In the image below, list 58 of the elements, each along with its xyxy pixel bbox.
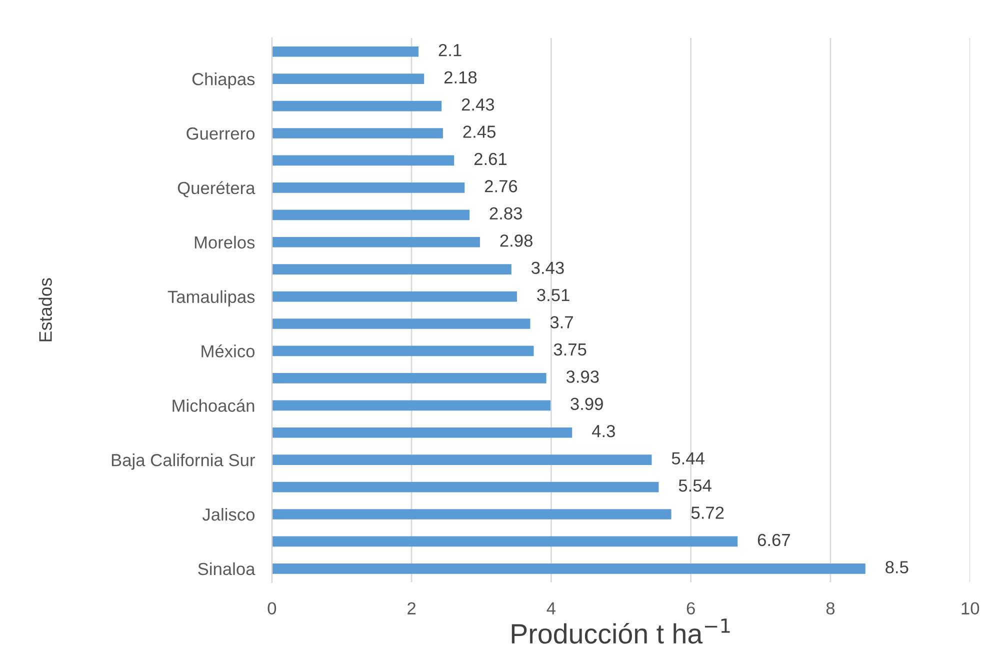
- y-tick-label: Morelos: [194, 236, 255, 249]
- bar: [272, 182, 465, 193]
- bar: [272, 564, 866, 574]
- bar: [272, 210, 470, 220]
- data-label: 5.44: [672, 452, 704, 464]
- data-label: 2.76: [484, 180, 518, 192]
- x-tick-label: 0: [268, 602, 276, 614]
- x-tick-label: 10: [962, 602, 980, 614]
- bar: [272, 536, 738, 547]
- bar: [272, 373, 546, 384]
- bar: [272, 128, 443, 138]
- data-label: 2.61: [474, 152, 507, 166]
- x-tick-label: 6: [686, 602, 695, 614]
- y-tick-label: Querétera: [178, 181, 256, 198]
- data-label: 3.93: [566, 370, 599, 383]
- y-axis-title: Estados: [38, 278, 52, 342]
- data-label: 3.7: [550, 316, 573, 328]
- y-tick-label: México: [202, 344, 255, 358]
- bar: [272, 509, 672, 520]
- data-label: 3.99: [570, 398, 603, 410]
- bar: [272, 454, 652, 465]
- x-tick-label: 4: [546, 602, 556, 614]
- bar: [272, 427, 572, 438]
- y-tick-label: Baja California Sur: [112, 454, 255, 470]
- data-label: 2.43: [462, 98, 494, 111]
- bar: [272, 346, 534, 356]
- data-label: 2.45: [463, 126, 496, 138]
- y-tick-label: Sinaloa: [198, 562, 256, 576]
- data-label: 5.72: [691, 506, 724, 519]
- y-tick-label: Tamaulipas: [168, 290, 255, 306]
- y-tick-label: Jalisco: [202, 508, 255, 521]
- data-label: 2.18: [444, 71, 477, 84]
- bar: [272, 291, 517, 302]
- data-label: 3.75: [554, 343, 586, 356]
- data-label: 2.1: [438, 44, 462, 56]
- x-tick-label: 2: [408, 602, 416, 614]
- data-label: 3.43: [531, 262, 564, 274]
- bar: [272, 74, 424, 84]
- bar: [272, 318, 530, 329]
- y-tick-label: Chiapas: [192, 72, 255, 89]
- bar: [272, 400, 550, 411]
- x-tick-label: 8: [826, 602, 835, 614]
- data-label: 3.51: [537, 288, 570, 302]
- bar: [272, 236, 480, 248]
- data-label: 2.98: [500, 234, 532, 247]
- data-label: 8.5: [886, 561, 908, 574]
- bar: [272, 482, 659, 492]
- x-axis-title: Producción t ha$^{−1}$: [512, 618, 730, 644]
- data-label: 2.83: [490, 207, 522, 220]
- data-label: 6.67: [758, 534, 790, 546]
- data-label: 5.54: [678, 480, 712, 492]
- bar: [272, 264, 512, 275]
- bar: [272, 100, 442, 112]
- data-label: 4.3: [592, 424, 615, 438]
- bar: [272, 155, 454, 166]
- bar: [272, 46, 419, 57]
- y-tick-label: Guerrero: [186, 127, 255, 140]
- y-tick-label: Michoacán: [172, 398, 254, 412]
